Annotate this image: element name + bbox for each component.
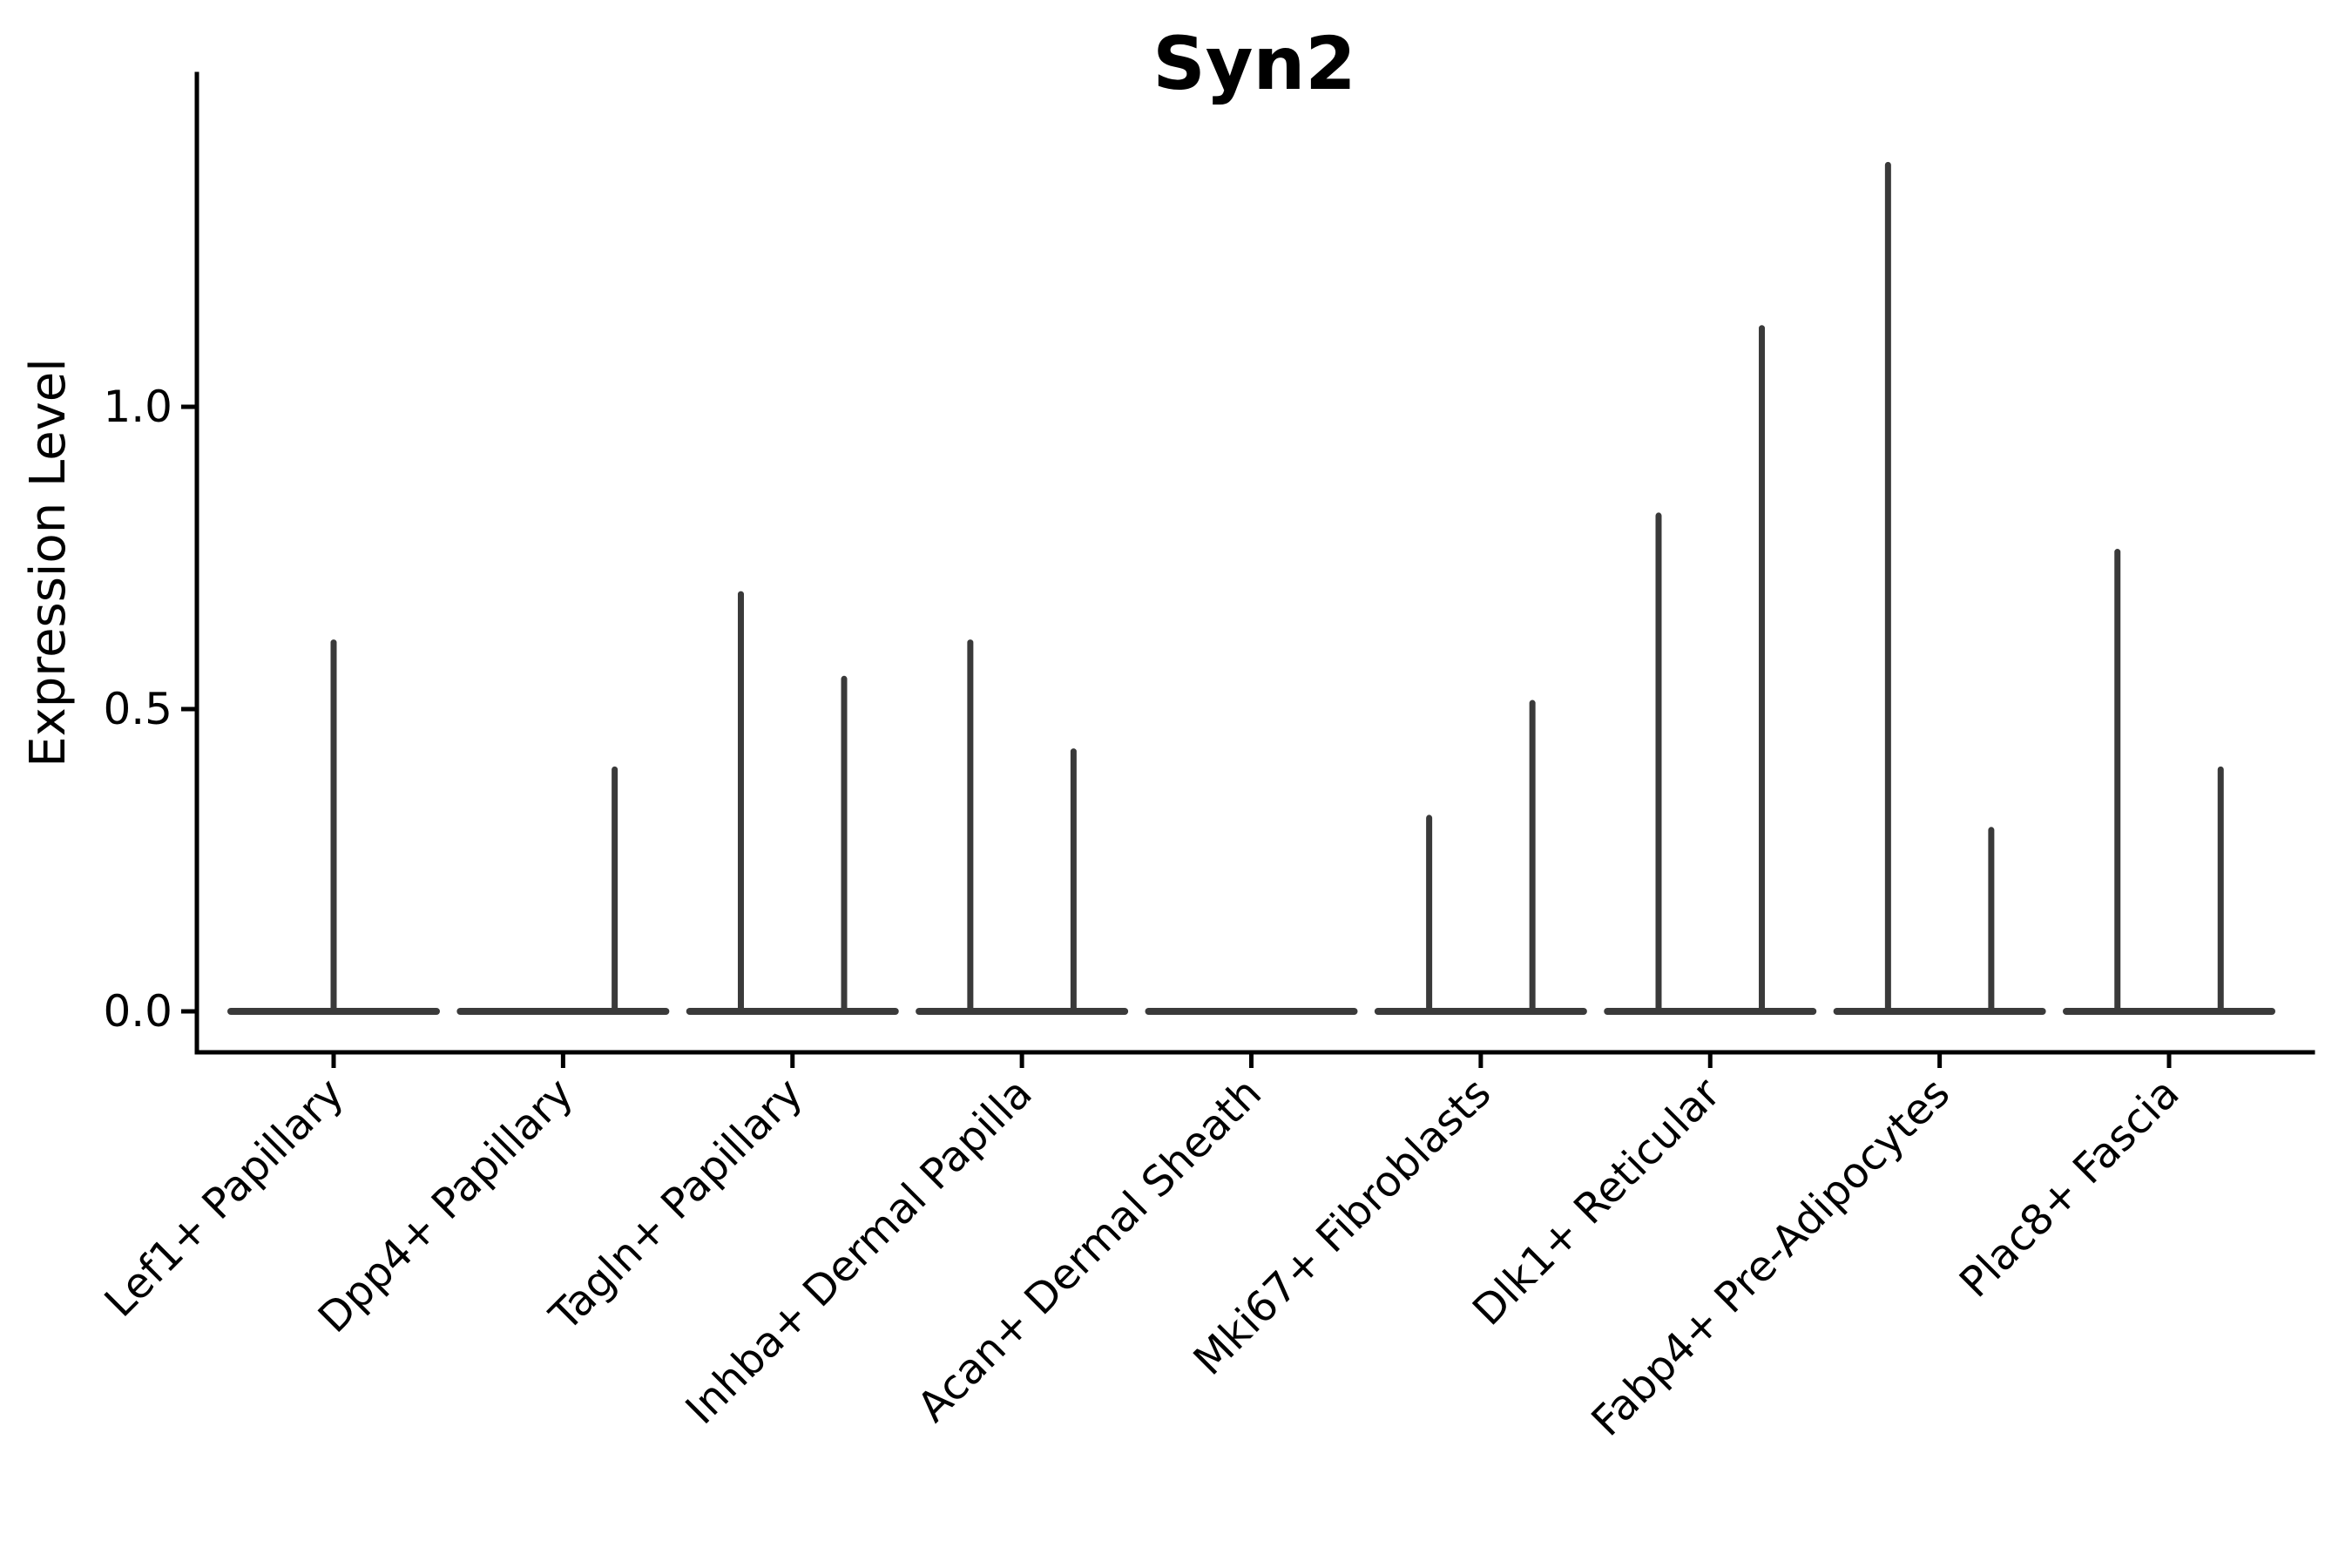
axes: [181, 71, 2315, 1068]
y-tick-label: 1.0: [103, 382, 172, 432]
x-tick-label: Dpp4+ Papillary: [309, 1069, 583, 1342]
violins: [227, 161, 2275, 1015]
y-tick-labels: 0.0 0.5 1.0: [103, 382, 172, 1037]
x-tick-label: Plac8+ Fascia: [1950, 1069, 2189, 1308]
plot-title: Syn2: [1152, 21, 1356, 106]
y-tick-label: 0.0: [103, 986, 172, 1037]
y-axis-label: Expression Level: [20, 358, 77, 767]
x-tick-label: Tagln+ Papillary: [540, 1069, 812, 1341]
x-tick-label: Lef1+ Papillary: [96, 1069, 354, 1327]
y-tick-label: 0.5: [103, 684, 172, 734]
x-tick-label: Dlk1+ Reticular: [1463, 1069, 1730, 1335]
